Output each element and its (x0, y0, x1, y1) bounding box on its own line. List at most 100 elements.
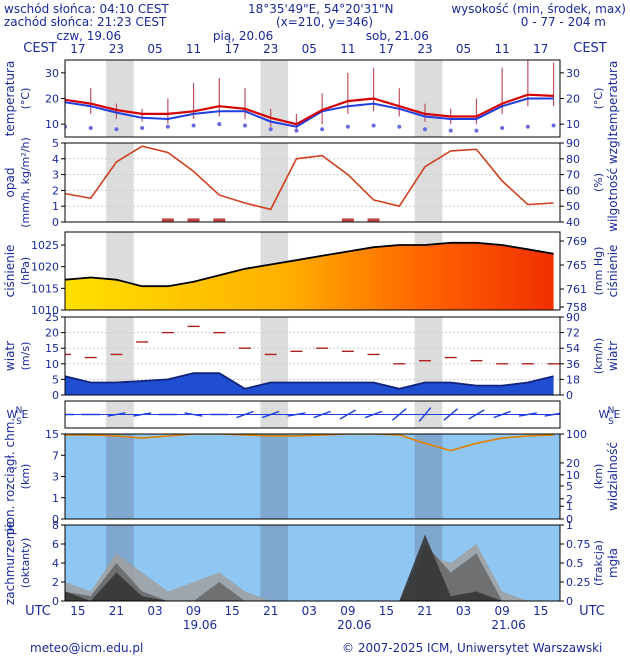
left-tick-precipitation-2: 2 (52, 184, 59, 197)
tick-bottom-3: 09 (186, 604, 201, 618)
day-label-bottom-1: 20.06 (337, 618, 371, 632)
panel-background (65, 60, 560, 137)
tick-bottom-5: 21 (263, 604, 278, 618)
wind-arrow (468, 409, 485, 420)
tick-top-9: 23 (417, 42, 432, 56)
panel-frame (64, 59, 561, 138)
wind-arrow (184, 412, 203, 417)
right-label-precipitation: wilgotność wzgl. (606, 133, 620, 232)
altitude-label: wysokość (min, środek, max) (451, 2, 626, 16)
panel-frame (64, 433, 561, 520)
left-tick-visibility-3: 7 (52, 449, 59, 462)
right-tick-wind-2: 36 (566, 358, 580, 371)
dew-point-line (65, 97, 554, 128)
panel-frame (64, 316, 561, 396)
right-tick-precipitation-5: 90 (566, 137, 580, 150)
ground-temp-point (474, 128, 479, 133)
right-label-temperature: temperatura (606, 61, 620, 137)
left-units-precipitation: (mm/h, kg/m²/h) (19, 137, 32, 228)
tick-top-10: 05 (456, 42, 471, 56)
day-label-top-0: czw, 19.06 (56, 29, 121, 43)
night-band (260, 143, 289, 222)
night-band (414, 60, 443, 137)
panel-visibility (65, 434, 560, 519)
left-tick-wind-0: 0 (52, 389, 59, 402)
timezone-bottom-right: UTC (579, 604, 605, 619)
right-tick-precipitation-4: 80 (566, 153, 580, 166)
right-tick-pressure-2: 765 (566, 259, 587, 272)
panel-precipitation (65, 143, 560, 222)
right-label-wind: wiatr (606, 341, 620, 371)
right-label-pressure: ciśnienie (606, 245, 620, 298)
tick-bottom-7: 09 (340, 604, 355, 618)
night-band (260, 525, 289, 601)
right-tick-clouds-1: 0.25 (566, 576, 591, 589)
right-tick-temperature-0: 10 (566, 118, 580, 131)
left-tick-wind-3: 15 (45, 342, 59, 355)
panel-temperature (65, 60, 560, 137)
tick-top-7: 11 (340, 42, 355, 56)
ground-temp-point (448, 128, 453, 133)
left-tick-visibility-2: 3 (52, 471, 59, 484)
tick-top-11: 11 (495, 42, 510, 56)
panel-background (65, 143, 560, 222)
tick-bottom-8: 15 (379, 604, 394, 618)
wind-arrow (107, 412, 126, 417)
ground-temp-point (243, 123, 247, 128)
panel-wind_direction (65, 401, 560, 428)
panel-clouds (65, 525, 560, 601)
ground-temp-point (140, 126, 145, 131)
left-tick-pressure-1: 1015 (31, 282, 59, 295)
wind-arrow (133, 412, 152, 417)
tick-bottom-11: 09 (495, 604, 510, 618)
left-tick-visibility-0: 0 (52, 513, 59, 526)
wdir-right-w: W (599, 408, 610, 421)
panel-background (65, 434, 560, 519)
tick-top-3: 11 (186, 42, 201, 56)
ground-temp-point (525, 124, 530, 129)
wdir-left-s: S (16, 417, 22, 427)
night-band (106, 60, 134, 137)
left-tick-wind-5: 25 (45, 311, 59, 324)
ground-temp-point (165, 124, 170, 129)
left-label-temperature: temperatura (3, 61, 17, 137)
night-band (414, 143, 443, 222)
wind-arrow (313, 410, 331, 419)
right-tick-wind-4: 72 (566, 327, 580, 340)
left-units-wind: (m/s) (19, 342, 32, 371)
ground-temp-point (423, 127, 427, 132)
right-units-pressure: (mm Hg) (592, 247, 605, 296)
tick-bottom-0: 15 (70, 604, 85, 618)
left-units-clouds: (oktanty) (19, 538, 32, 589)
wind-arrow (443, 408, 459, 421)
right-units-temperature: (°C) (592, 88, 605, 110)
wind-arrow (339, 409, 357, 420)
footer-email[interactable]: meteo@icm.edu.pl (30, 641, 144, 655)
right-tick-clouds-2: 0.5 (566, 557, 584, 570)
tick-top-5: 23 (263, 42, 278, 56)
tick-top-1: 23 (109, 42, 124, 56)
right-tick-visibility-5: 20 (566, 457, 580, 470)
wdir-left-n: N (16, 406, 23, 416)
left-tick-temperature-2: 30 (45, 67, 59, 80)
precip-bar (213, 218, 226, 222)
visibility-line (65, 434, 554, 452)
left-tick-visibility-4: 15 (45, 428, 59, 441)
coords-text: 18°35'49"E, 54°20'31"N (248, 2, 394, 16)
wdir-left-w: W (7, 408, 18, 421)
left-tick-temperature-1: 20 (45, 93, 59, 106)
right-tick-visibility-0: 0 (566, 513, 573, 526)
timezone-top-left: CEST (23, 41, 57, 56)
right-tick-clouds-0: 0 (566, 595, 573, 608)
panel-frame (64, 400, 561, 429)
left-tick-wind-4: 20 (45, 327, 59, 340)
right-units-clouds: (frakcja) (592, 540, 605, 586)
left-tick-precipitation-1: 1 (52, 200, 59, 213)
low-clouds-area (65, 534, 554, 601)
wdir-left-e: E (22, 408, 29, 421)
left-tick-temperature-0: 10 (45, 118, 59, 131)
right-tick-pressure-1: 761 (566, 283, 587, 296)
right-tick-wind-0: 0 (566, 389, 573, 402)
ground-temp-point (345, 124, 350, 129)
